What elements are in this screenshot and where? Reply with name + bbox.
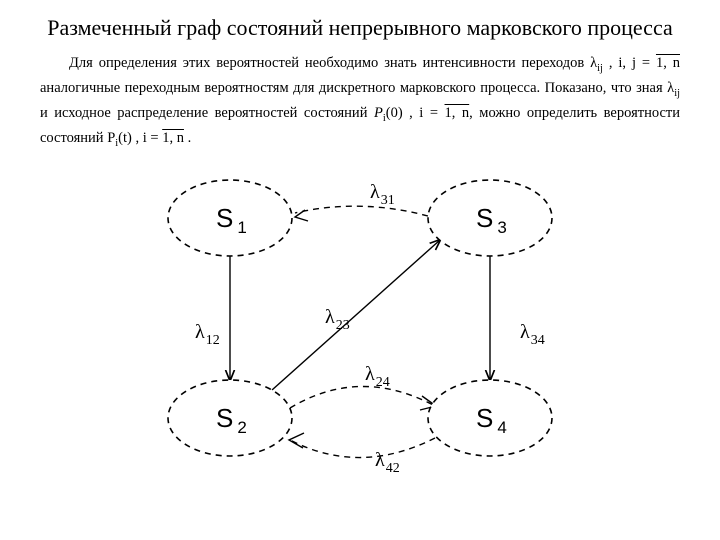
- text-4: и исходное распределение вероятностей со…: [40, 105, 374, 121]
- state-graph-container: S1S3S2S4 λ12λ34λ23λ31λ24λ42: [40, 158, 680, 488]
- page-title: Размеченный граф состояний непрерывного …: [40, 14, 680, 42]
- edge-label-e34: λ34: [520, 321, 545, 348]
- edge-label-e12: λ12: [195, 321, 220, 348]
- body-paragraph: Для определения этих вероятностей необхо…: [40, 52, 680, 152]
- text-3: аналогичные переходным вероятностям для …: [40, 80, 667, 96]
- sub-ij: ij: [597, 62, 603, 73]
- arg-0: (0): [386, 105, 403, 121]
- text-5: , i =: [409, 105, 444, 121]
- edge-label-e23: λ23: [325, 306, 350, 333]
- p-i-0: Pi(0): [374, 105, 409, 121]
- edge-e24: [290, 386, 435, 408]
- range-1n-3: 1, n: [162, 130, 184, 146]
- p-glyph: P: [374, 105, 383, 121]
- edge-e42h: [289, 433, 304, 448]
- text-7: , i =: [135, 130, 162, 146]
- text-8: .: [184, 130, 191, 146]
- edge-e42: [290, 438, 435, 458]
- text-1: Для определения этих вероятностей необхо…: [69, 55, 590, 71]
- state-graph: S1S3S2S4 λ12λ34λ23λ31λ24λ42: [100, 158, 620, 488]
- edge-e31: [295, 206, 428, 216]
- edge-e31h: [295, 210, 308, 221]
- page-root: Размеченный граф состояний непрерывного …: [0, 0, 720, 540]
- text-2: , i, j =: [609, 55, 656, 71]
- edge-label-e42: λ42: [375, 449, 400, 476]
- lambda-ij-1: λij: [590, 55, 609, 71]
- p-i-t: Pi(t): [107, 130, 135, 146]
- sub-ij-2: ij: [674, 87, 680, 98]
- range-1n-2: 1, n: [445, 105, 470, 121]
- edge-e23: [272, 240, 440, 390]
- arg-t: (t): [118, 130, 132, 146]
- range-1n-1: 1, n: [656, 55, 680, 71]
- edge-label-e31: λ31: [370, 181, 395, 208]
- lambda-ij-2: λij: [667, 80, 680, 96]
